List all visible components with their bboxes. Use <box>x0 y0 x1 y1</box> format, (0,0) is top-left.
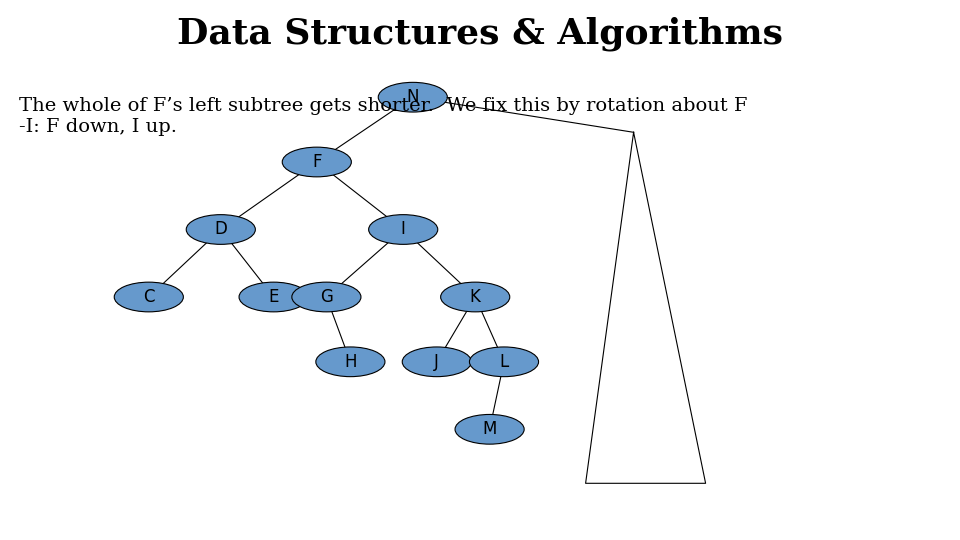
Ellipse shape <box>441 282 510 312</box>
Text: H: H <box>344 353 357 371</box>
Text: N: N <box>406 88 420 106</box>
Ellipse shape <box>378 82 447 112</box>
Ellipse shape <box>402 347 471 377</box>
Text: Data Structures & Algorithms: Data Structures & Algorithms <box>177 16 783 51</box>
Ellipse shape <box>455 415 524 444</box>
Ellipse shape <box>282 147 351 177</box>
Text: E: E <box>269 288 278 306</box>
Ellipse shape <box>186 214 255 244</box>
Text: F: F <box>312 153 322 171</box>
Text: D: D <box>214 220 228 239</box>
Text: J: J <box>434 353 440 371</box>
Ellipse shape <box>292 282 361 312</box>
Ellipse shape <box>316 347 385 377</box>
Ellipse shape <box>239 282 308 312</box>
Text: G: G <box>320 288 333 306</box>
Ellipse shape <box>114 282 183 312</box>
Ellipse shape <box>469 347 539 377</box>
Text: L: L <box>499 353 509 371</box>
Text: M: M <box>483 420 496 438</box>
Text: The whole of F’s left subtree gets shorter.  We fix this by rotation about F
-I:: The whole of F’s left subtree gets short… <box>19 97 748 136</box>
Text: I: I <box>400 220 406 239</box>
Text: K: K <box>469 288 481 306</box>
Ellipse shape <box>369 214 438 244</box>
Text: C: C <box>143 288 155 306</box>
